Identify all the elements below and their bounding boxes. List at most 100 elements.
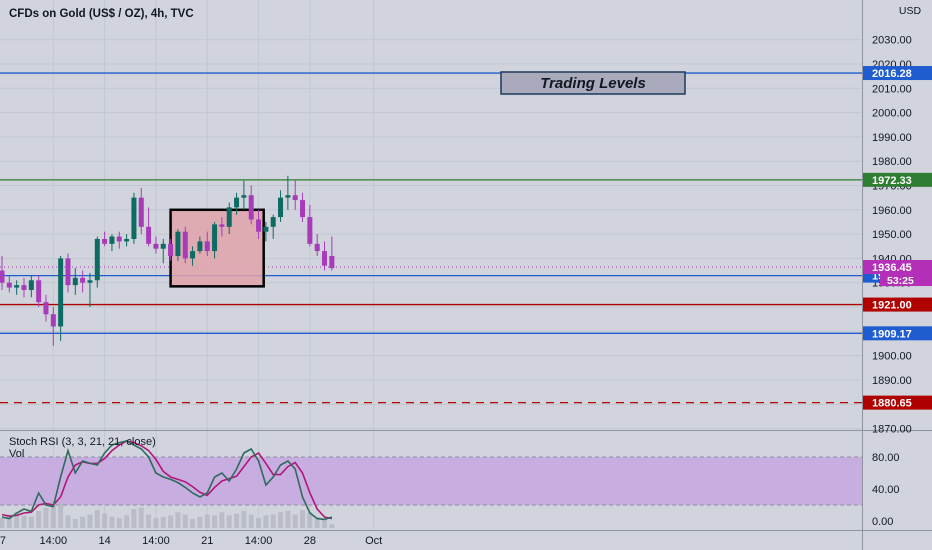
candle-body — [212, 224, 218, 252]
time-tick-label: 21 — [201, 535, 213, 547]
price-tick-label: 1890.00 — [872, 375, 912, 387]
time-tick-label: 14:00 — [245, 535, 273, 547]
volume-label: Vol — [9, 448, 24, 460]
candle-body — [0, 270, 5, 283]
time-tick-label: 28 — [304, 535, 316, 547]
volume-bar — [65, 515, 71, 528]
volume-bar — [300, 510, 306, 528]
level-price-badge: 1909.17 — [863, 326, 932, 341]
candle-body — [190, 251, 196, 259]
price-badge-bg — [863, 66, 932, 81]
price-tick-label: 2030.00 — [872, 35, 912, 47]
candle-body — [292, 195, 298, 201]
price-tick-label: 1950.00 — [872, 229, 912, 241]
price-badge-text: 1880.65 — [872, 398, 912, 410]
volume-bar — [182, 514, 188, 528]
volume-bar — [58, 503, 64, 528]
candle-body — [204, 241, 210, 252]
stoch-d-line — [1, 440, 333, 520]
volume-bar — [146, 514, 152, 528]
chart-title: CFDs on Gold (US$ / OZ), 4h, TVC — [9, 8, 194, 20]
candle-body — [87, 280, 93, 283]
volume-bar — [21, 515, 27, 528]
volume-bar — [36, 510, 42, 528]
level-price-badge: 1880.65 — [863, 395, 932, 410]
price-tick-label: 1870.00 — [872, 424, 912, 436]
volume-bar — [168, 515, 174, 528]
volume-bar — [314, 516, 320, 528]
volume-bar — [138, 507, 144, 528]
candle-body — [58, 258, 64, 327]
stoch-tick-label: 0.00 — [872, 516, 893, 528]
candle-body — [94, 238, 100, 281]
candle-body — [175, 231, 181, 256]
volume-bar — [72, 519, 78, 528]
volume-bar — [234, 513, 240, 528]
price-tick-label: 1960.00 — [872, 205, 912, 217]
volume-bar — [153, 518, 159, 528]
price-tick-label: 1990.00 — [872, 132, 912, 144]
horizontal-levels[interactable] — [0, 72, 862, 404]
volume-bar — [28, 516, 34, 528]
candle-body — [109, 236, 115, 244]
volume-bar — [116, 518, 122, 528]
price-badge-text: 1921.00 — [872, 300, 912, 312]
trading-levels-box — [500, 71, 686, 95]
volume-bar — [256, 518, 262, 528]
volume-bar — [43, 507, 49, 528]
candle-body — [300, 200, 306, 218]
candle-body — [241, 195, 247, 198]
volume-bar — [292, 514, 298, 528]
trading-levels-label[interactable]: Trading Levels — [500, 71, 686, 95]
price-badge-text: 1972.33 — [872, 175, 912, 187]
current-price-badge: 1936.45 — [863, 260, 932, 275]
volume-bar — [50, 501, 56, 528]
candle-body — [219, 224, 225, 227]
volume-bar — [160, 516, 166, 528]
volume-bar — [278, 512, 284, 528]
candles — [0, 175, 335, 346]
candle-body — [6, 282, 12, 288]
candle-body — [197, 241, 203, 252]
candle-body — [80, 277, 86, 283]
price-tick-label: 1980.00 — [872, 156, 912, 168]
time-tick-label: 14:00 — [40, 535, 68, 547]
volume-bar — [102, 513, 108, 528]
volume-bar — [322, 519, 328, 528]
time-tick-label: 14:00 — [142, 535, 170, 547]
price-badge-text: 1909.17 — [872, 328, 912, 340]
candle-body — [146, 226, 152, 244]
candle-body — [168, 243, 174, 256]
level-price-badge: 1921.00 — [863, 297, 932, 312]
price-badge-bg — [863, 326, 932, 341]
price-badge-bg — [863, 260, 932, 275]
volume-bar — [226, 515, 232, 528]
stoch-tick-label: 80.00 — [872, 452, 900, 464]
candle-body — [102, 238, 108, 244]
volume-bar — [94, 510, 100, 528]
axis-labels: 2030.002020.002010.002000.001990.001980.… — [0, 35, 932, 547]
candle-body — [72, 277, 78, 286]
volume-bar — [80, 516, 86, 528]
trading-levels-text: Trading Levels — [540, 75, 646, 92]
price-badge-bg — [863, 172, 932, 187]
candle-body — [14, 285, 20, 288]
candle-body — [50, 314, 56, 327]
candle-body — [116, 236, 122, 242]
volume-bar — [212, 515, 218, 528]
volume-bar — [248, 514, 254, 528]
volume-bar — [307, 512, 313, 528]
candle-body — [248, 195, 254, 220]
candle-body — [270, 217, 276, 227]
level-price-badge: 1972.33 — [863, 172, 932, 187]
price-tick-label: 1900.00 — [872, 351, 912, 363]
volume-bar — [190, 519, 196, 528]
volume-bar — [131, 509, 137, 528]
candle-body — [131, 197, 137, 239]
price-badge-text: 2016.28 — [872, 68, 912, 80]
volume-bar — [87, 514, 93, 528]
candle-body — [226, 207, 232, 227]
volume-bar — [175, 512, 181, 528]
volume-bar — [14, 512, 20, 528]
